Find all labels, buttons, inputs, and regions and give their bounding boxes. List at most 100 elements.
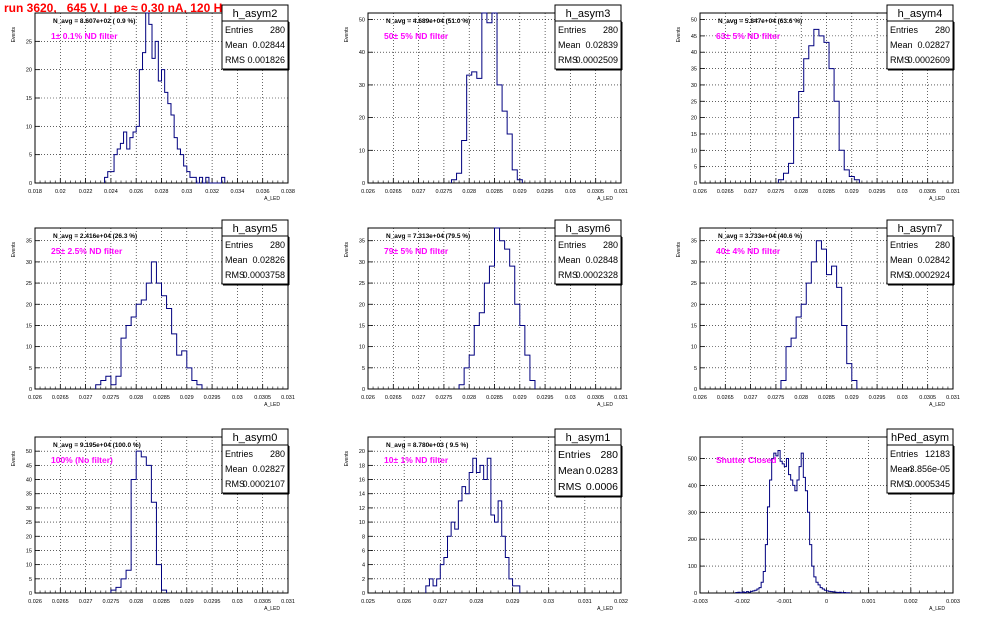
x-tick-label: 0.026 (28, 395, 42, 401)
y-axis-label: Events (11, 451, 17, 467)
y-tick-label: 35 (359, 239, 365, 245)
stats-value: 0.0005345 (907, 479, 950, 489)
stats-key: RMS (890, 479, 910, 489)
y-tick-label: 500 (688, 457, 697, 463)
x-tick-label: 0.0285 (818, 189, 835, 195)
y-tick-label: 25 (691, 281, 697, 287)
x-tick-label: 0.029 (845, 189, 859, 195)
stats-box (221, 20, 289, 70)
x-tick-label: 0.026 (361, 189, 375, 195)
stats-value: 0.0003758 (242, 270, 285, 280)
stats-key: Entries (558, 25, 587, 35)
x-tick-label: 0.031 (614, 189, 628, 195)
x-tick-label: 0.027 (744, 395, 758, 401)
x-tick-label: 0.027 (79, 395, 93, 401)
y-tick-label: 45 (691, 34, 697, 40)
stats-value: 0.0002609 (907, 55, 950, 65)
x-tick-label: 0.003 (946, 599, 960, 605)
stats-value: 280 (935, 240, 950, 250)
stats-key: Entries (558, 449, 591, 461)
histogram-panel: -0.003 -0.002 -0.001 0 0.001 0.002 0.003 0 100 20… (688, 428, 960, 612)
stats-key: Mean (890, 464, 913, 474)
x-tick-label: 0.027 (433, 599, 447, 605)
y-tick-label: 35 (26, 492, 32, 498)
x-tick-label: 0.027 (79, 599, 93, 605)
stats-key: RMS (225, 270, 245, 280)
histogram-outline (110, 450, 168, 593)
stats-key: Entries (890, 449, 919, 459)
stats-key: RMS (890, 270, 910, 280)
navg-label: N_avg = 8.780e+03 ( 9.5 %) (386, 442, 468, 449)
y-tick-label: 12 (359, 506, 365, 512)
x-tick-label: 0.036 (256, 189, 270, 195)
y-tick-label: 40 (26, 478, 32, 484)
stats-value: 0.02848 (585, 255, 618, 265)
x-tick-label: 0.03 (543, 599, 554, 605)
filter-annotation: 10± 1% ND filter (384, 455, 449, 465)
x-tick-label: 0.026 (693, 189, 707, 195)
y-tick-label: 20 (359, 449, 365, 455)
x-tick-label: 0.027 (412, 189, 426, 195)
histogram-name: h_asym1 (566, 432, 611, 444)
x-tick-label: 0.03 (232, 395, 243, 401)
x-tick-label: 0.0275 (435, 395, 452, 401)
stats-value: 280 (603, 25, 618, 35)
x-tick-label: 0.0305 (254, 395, 271, 401)
x-tick-label: 0.028 (794, 395, 808, 401)
filter-annotation: 100% (No filter) (51, 455, 113, 465)
x-axis-label: A_LED (597, 606, 613, 612)
y-tick-label: 35 (691, 67, 697, 73)
y-tick-label: 15 (26, 323, 32, 329)
histogram-outline (777, 28, 860, 183)
y-tick-label: 0 (29, 387, 32, 393)
stats-key: Entries (225, 240, 254, 250)
y-tick-label: 10 (359, 148, 365, 154)
histogram-outline (458, 227, 536, 389)
x-tick-label: 0.0275 (435, 189, 452, 195)
histogram-name: h_asym3 (566, 8, 611, 20)
y-tick-label: 10 (359, 520, 365, 526)
histogram-name: hPed_asym (891, 432, 949, 444)
y-tick-label: 45 (26, 463, 32, 469)
filter-annotation: 1± 0.1% ND filter (51, 31, 118, 41)
y-tick-label: 5 (694, 366, 697, 372)
x-axis-label: A_LED (597, 402, 613, 408)
histogram-outline (780, 240, 858, 389)
x-tick-label: 0.03 (565, 395, 576, 401)
x-tick-label: 0.0265 (717, 395, 734, 401)
y-tick-label: 30 (26, 260, 32, 266)
x-tick-label: 0.0265 (717, 189, 734, 195)
filter-annotation: 79± 5% ND filter (384, 246, 449, 256)
stats-key: Mean (558, 465, 584, 477)
histogram-panel: 0.025 0.026 0.027 0.028 0.029 0.03 0.031 0.032 0… (344, 428, 628, 612)
histogram-name: h_asym7 (898, 223, 943, 235)
y-tick-label: 18 (359, 463, 365, 469)
stats-key: RMS (558, 270, 578, 280)
y-tick-label: 15 (691, 132, 697, 138)
x-tick-label: 0.028 (470, 599, 484, 605)
x-tick-label: 0.031 (281, 599, 295, 605)
y-axis-label: Events (676, 242, 682, 258)
x-axis-label: A_LED (929, 402, 945, 408)
stats-key: Entries (225, 25, 254, 35)
navg-label: N_avg = 4.689e+04 (51.0 %) (386, 18, 470, 25)
histogram-outline (450, 12, 523, 183)
x-tick-label: 0.0285 (153, 395, 170, 401)
stats-key: Mean (225, 464, 248, 474)
navg-label: N_avg = 7.313e+04 (79.5 %) (386, 233, 470, 240)
navg-label: N_avg = 5.847e+04 (63.6 %) (718, 18, 802, 25)
x-tick-label: 0.03 (565, 189, 576, 195)
x-tick-label: 0.03 (897, 189, 908, 195)
stats-key: Entries (225, 449, 254, 459)
navg-label: N_avg = 2.416e+04 (26.3 %) (53, 233, 137, 240)
x-tick-label: 0.0285 (818, 395, 835, 401)
stats-value: 0.02826 (252, 255, 285, 265)
x-tick-label: 0.031 (946, 395, 960, 401)
y-tick-label: 10 (691, 148, 697, 154)
y-tick-label: 16 (359, 478, 365, 484)
stats-value: 280 (270, 25, 285, 35)
y-tick-label: 200 (688, 537, 697, 543)
x-tick-label: 0.031 (614, 395, 628, 401)
x-tick-label: 0.028 (129, 395, 143, 401)
x-tick-label: 0.0295 (204, 599, 221, 605)
